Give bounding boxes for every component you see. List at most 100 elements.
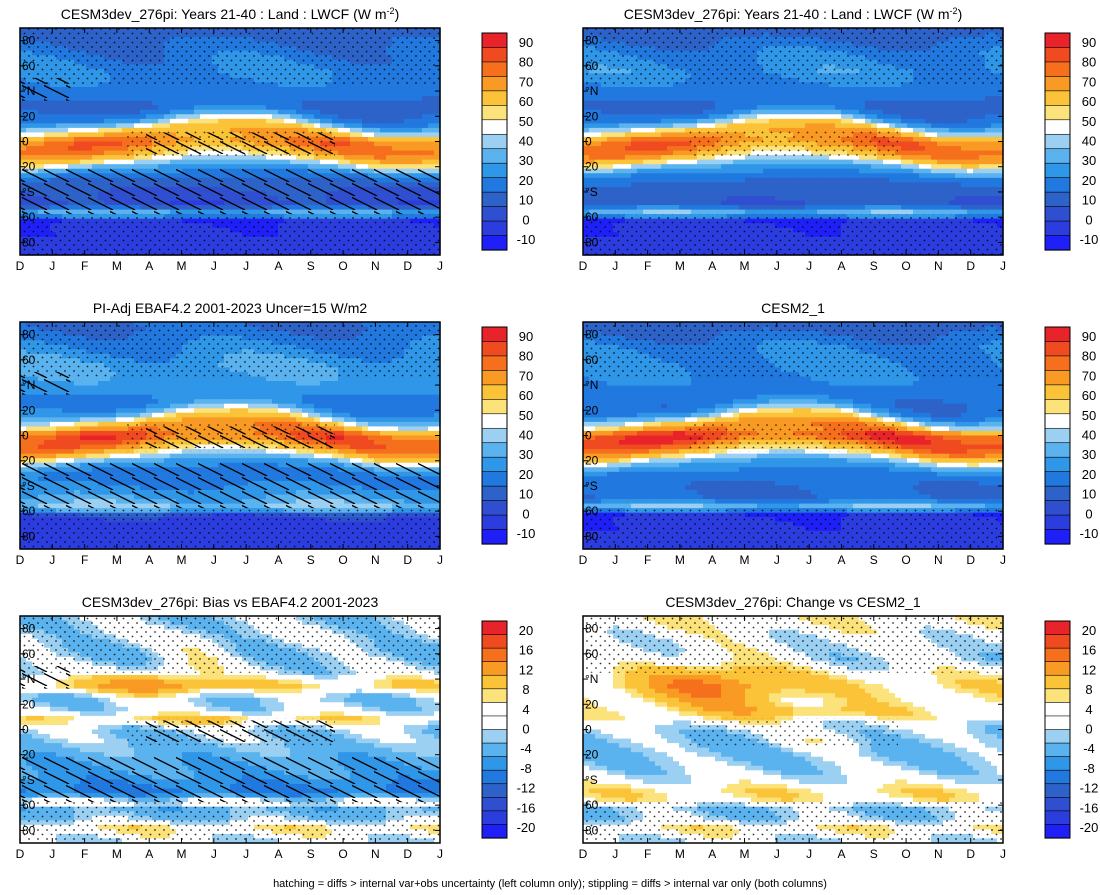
heatmap-cell	[835, 96, 842, 101]
heatmap-cell	[428, 114, 435, 119]
heatmap-cell	[152, 105, 159, 110]
heatmap-cell	[925, 110, 932, 115]
heatmap-cell	[889, 114, 896, 119]
heatmap-cell	[859, 101, 866, 106]
heatmap-cell	[92, 96, 99, 101]
heatmap-cell	[763, 110, 770, 115]
heatmap-cell	[649, 87, 656, 92]
heatmap-cell	[697, 114, 704, 119]
heatmap-cell	[200, 160, 207, 165]
heatmap-cell	[26, 151, 33, 156]
heatmap-cell	[416, 164, 423, 169]
panel-2: CESM3dev_276pi: Years 21-40 : Land : LWC…	[579, 6, 1099, 273]
heatmap-cell	[715, 87, 722, 92]
heatmap-cell	[98, 128, 105, 133]
heatmap-cell	[386, 137, 393, 142]
heatmap-cell	[284, 87, 291, 92]
heatmap-cell	[338, 123, 345, 128]
heatmap-cell	[368, 92, 375, 97]
heatmap-cell	[817, 105, 824, 110]
heatmap-cell	[248, 105, 255, 110]
heatmap-cell	[865, 105, 872, 110]
heatmap-cell	[272, 105, 279, 110]
heatmap-cell	[302, 123, 309, 128]
heatmap-cell	[344, 105, 351, 110]
heatmap-cell	[853, 92, 860, 97]
heatmap-cell	[260, 92, 267, 97]
heatmap-cell	[122, 123, 129, 128]
heatmap-cell	[74, 155, 81, 160]
heatmap-cell	[338, 137, 345, 142]
heatmap-cell	[422, 114, 429, 119]
heatmap-cell	[925, 87, 932, 92]
heatmap-cell	[847, 110, 854, 115]
heatmap-cell	[344, 114, 351, 119]
heatmap-cell	[110, 119, 117, 124]
heatmap-cell	[991, 87, 998, 92]
heatmap-cell	[350, 92, 357, 97]
heatmap-cell	[679, 105, 686, 110]
heatmap-cell	[86, 87, 93, 92]
heatmap-cell	[901, 105, 908, 110]
heatmap-cell	[350, 137, 357, 142]
heatmap-cell	[787, 105, 794, 110]
heatmap-cell	[362, 101, 369, 106]
heatmap-cell	[326, 101, 333, 106]
heatmap-cell	[685, 110, 692, 115]
heatmap-cell	[350, 101, 357, 106]
heatmap-cell	[86, 146, 93, 151]
heatmap-cell	[308, 119, 315, 124]
heatmap-cell	[673, 87, 680, 92]
heatmap-cell	[847, 96, 854, 101]
y-tick-label: 20	[22, 160, 36, 174]
heatmap-cell	[889, 101, 896, 106]
heatmap-cell	[98, 96, 105, 101]
heatmap-cell	[374, 155, 381, 160]
heatmap-cell	[80, 110, 87, 115]
heatmap-cell	[218, 96, 225, 101]
heatmap-cell	[50, 123, 57, 128]
heatmap-cell	[637, 87, 644, 92]
heatmap-cell	[368, 142, 375, 147]
heatmap-cell	[104, 105, 111, 110]
heatmap-cell	[188, 110, 195, 115]
heatmap-cell	[709, 105, 716, 110]
heatmap-cell	[290, 160, 297, 165]
heatmap-cell	[895, 114, 902, 119]
heatmap-cell	[278, 87, 285, 92]
heatmap-cell	[176, 110, 183, 115]
heatmap-cell	[284, 105, 291, 110]
heatmap-cell	[254, 110, 261, 115]
heatmap-cell	[338, 164, 345, 169]
heatmap-cell	[80, 96, 87, 101]
heatmap-cell	[847, 92, 854, 97]
heatmap-cell	[314, 105, 321, 110]
heatmap-cell	[853, 110, 860, 115]
heatmap-cell	[116, 92, 123, 97]
heatmap-cell	[745, 114, 752, 119]
heatmap-cell	[122, 119, 129, 124]
heatmap-cell	[44, 123, 51, 128]
heatmap-cell	[152, 119, 159, 124]
heatmap-cell	[398, 164, 405, 169]
heatmap-cell	[146, 96, 153, 101]
heatmap-cell	[853, 96, 860, 101]
heatmap-cell	[206, 101, 213, 106]
heatmap-cell	[410, 96, 417, 101]
heatmap-cell	[254, 92, 261, 97]
heatmap-cell	[212, 119, 219, 124]
heatmap-cell	[32, 151, 39, 156]
heatmap-cell	[326, 96, 333, 101]
heatmap-cell	[140, 119, 147, 124]
heatmap-cell	[787, 87, 794, 92]
heatmap-cell	[122, 164, 129, 169]
heatmap-cell	[278, 119, 285, 124]
heatmap-cell	[140, 160, 147, 165]
heatmap-cell	[224, 101, 231, 106]
heatmap-cell	[949, 87, 956, 92]
heatmap-cell	[320, 164, 327, 169]
heatmap-cell	[326, 92, 333, 97]
heatmap-cell	[841, 87, 848, 92]
heatmap-cell	[985, 101, 992, 106]
heatmap-cell	[745, 105, 752, 110]
